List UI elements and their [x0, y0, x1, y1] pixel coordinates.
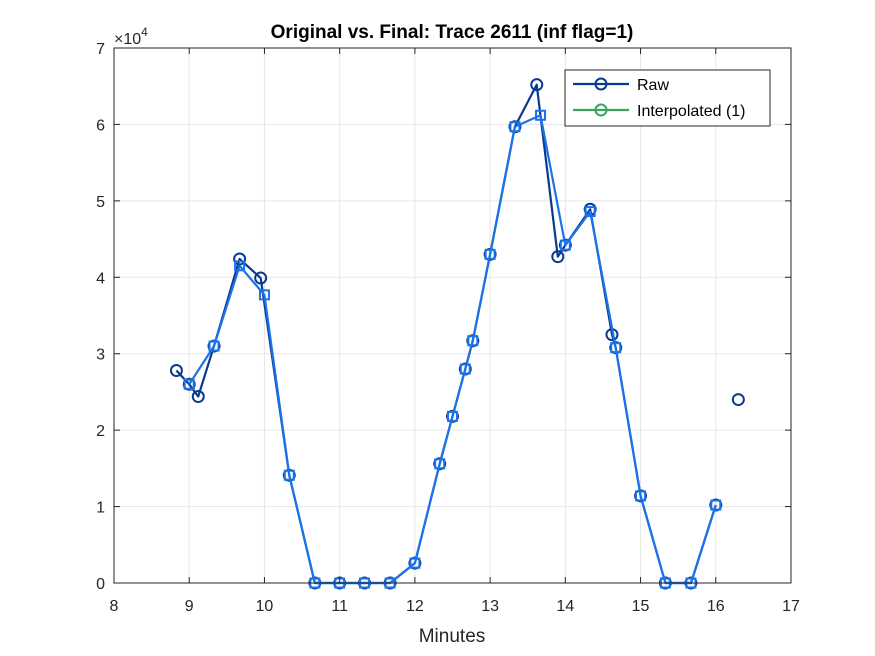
data-point-final [459, 363, 471, 375]
data-point-raw [530, 78, 544, 92]
data-point-final [258, 289, 270, 301]
y-tick-label: 7 [96, 41, 105, 58]
x-tick-label: 13 [481, 598, 499, 615]
y-exponent-label: ×104 [114, 25, 148, 48]
legend-label-interpolated: Interpolated (1) [637, 103, 746, 120]
x-tick-label: 10 [256, 598, 274, 615]
data-point-final [535, 109, 547, 121]
data-point-final [509, 121, 521, 133]
data-point-final [434, 458, 446, 470]
legend-label-raw: Raw [637, 77, 669, 94]
y-tick-label: 0 [96, 576, 105, 593]
legend-entry-raw: Raw [573, 77, 669, 94]
y-tick-label: 2 [96, 423, 105, 440]
y-tick-label: 1 [96, 500, 105, 517]
y-exponent: ×104 [114, 25, 148, 48]
y-tick-label: 6 [96, 117, 105, 134]
data-point-final [635, 490, 647, 502]
axes [113, 47, 792, 584]
x-tick-label: 16 [707, 598, 725, 615]
plot-area [114, 48, 791, 583]
series-layer [169, 78, 745, 590]
y-exponent-times: × [114, 31, 123, 48]
data-point-final [559, 239, 571, 251]
y-tick-label: 5 [96, 194, 105, 211]
data-point-raw [731, 393, 745, 407]
data-point-final [447, 410, 458, 422]
x-axis-title: Minutes [419, 626, 486, 647]
series-line-final [188, 114, 717, 585]
x-tick-label: 9 [185, 598, 194, 615]
data-point-raw [169, 364, 183, 378]
data-point-raw [551, 250, 565, 264]
y-tick-label: 3 [96, 347, 105, 364]
x-tick-label: 14 [556, 598, 574, 615]
legend-marker-raw [594, 77, 608, 91]
data-point-final [710, 499, 722, 511]
y-tick-label: 4 [96, 270, 105, 287]
data-point-final [584, 206, 596, 218]
legend[interactable]: Raw Interpolated (1) [564, 69, 771, 127]
data-point-final [234, 260, 246, 272]
legend-marker-interpolated [594, 103, 608, 117]
data-point-raw [191, 390, 205, 404]
y-exponent-power: 4 [141, 25, 148, 39]
data-point-raw [233, 252, 247, 266]
data-point-final [283, 469, 295, 481]
x-tick-label: 12 [406, 598, 424, 615]
x-tick-label: 8 [110, 598, 119, 615]
data-point-final [484, 248, 496, 260]
x-tick-label: 17 [782, 598, 800, 615]
chart-title: Original vs. Final: Trace 2611 (inf flag… [271, 22, 634, 43]
data-point-raw [254, 271, 268, 285]
legend-entry-interpolated: Interpolated (1) [573, 103, 746, 120]
data-point-final [183, 378, 195, 390]
data-point-final [208, 340, 220, 352]
x-tick-label: 15 [632, 598, 650, 615]
axes-box [113, 47, 792, 584]
data-point-final [409, 557, 421, 569]
y-exponent-base: 10 [123, 31, 141, 48]
data-point-final [467, 335, 479, 347]
x-tick-label: 11 [331, 598, 348, 615]
data-point-final [610, 342, 622, 354]
